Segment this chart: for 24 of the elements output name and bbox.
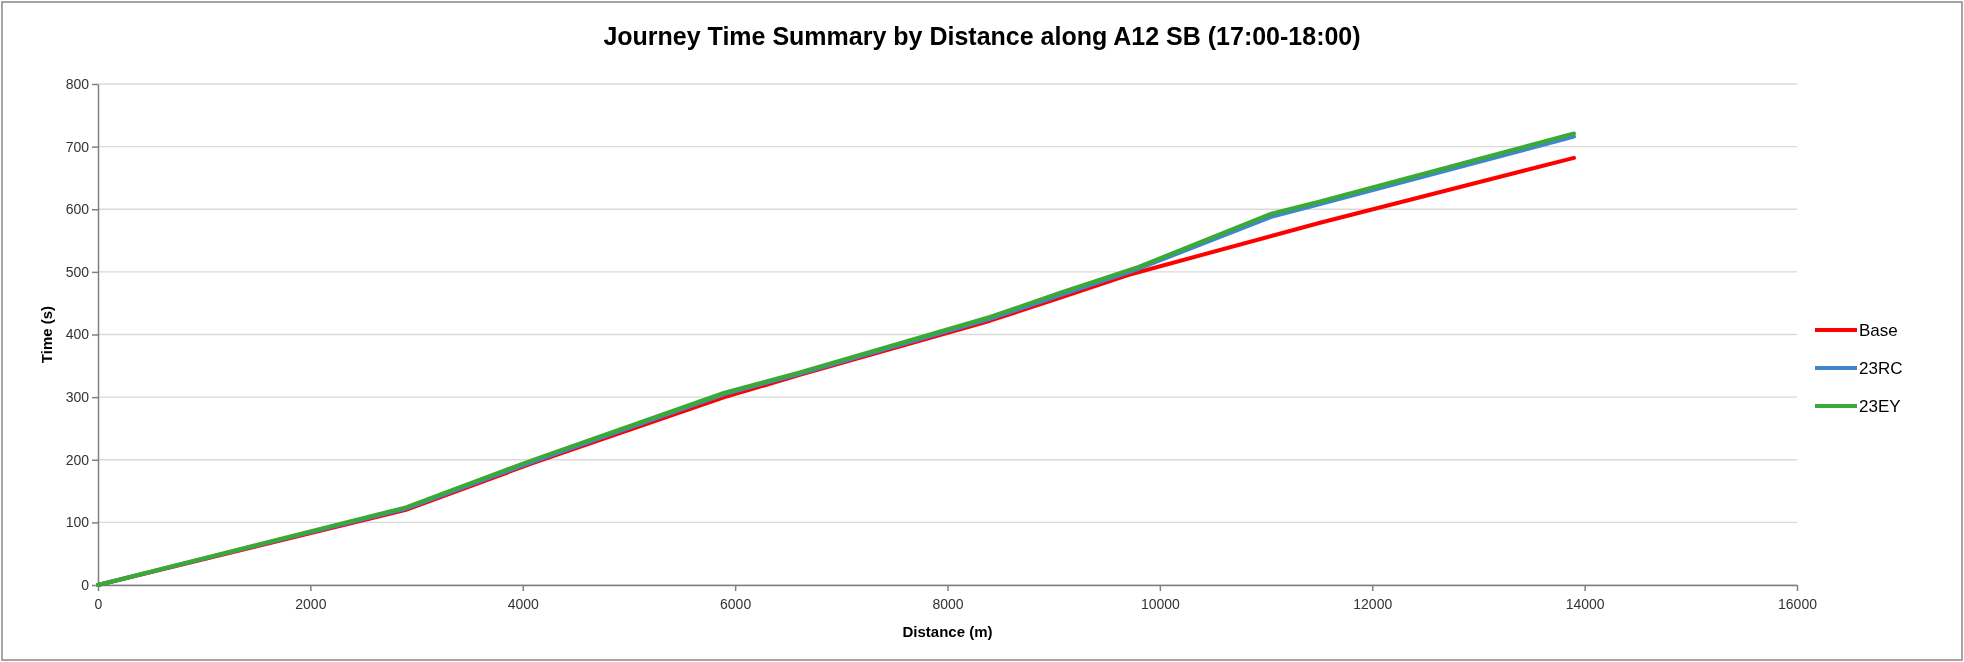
y-tick-label: 600: [65, 201, 90, 218]
x-tick-label: 6000: [720, 596, 752, 613]
chart-title: Journey Time Summary by Distance along A12 SB (17:00-18:00): [603, 22, 1361, 50]
legend-label: 23RC: [1859, 359, 1903, 378]
y-tick-label: 200: [65, 451, 90, 468]
x-tick-label: 12000: [1353, 596, 1393, 613]
x-axis-title: Distance (m): [902, 623, 993, 640]
x-tick-label: 0: [94, 596, 103, 613]
x-tick-label: 16000: [1778, 596, 1818, 613]
y-tick-label: 100: [65, 514, 90, 531]
y-tick-label: 800: [65, 75, 90, 92]
y-tick-label: 400: [65, 326, 90, 343]
x-tick-label: 14000: [1565, 596, 1605, 613]
y-axis-title: Time (s): [38, 305, 55, 364]
y-tick-label: 300: [65, 389, 90, 406]
x-tick-label: 10000: [1140, 596, 1181, 613]
legend-label: 23EY: [1859, 397, 1901, 416]
legend-label: Base: [1859, 321, 1898, 340]
y-tick-label: 700: [65, 138, 90, 155]
x-tick-label: 8000: [932, 596, 964, 613]
y-tick-label: 0: [81, 576, 90, 593]
y-tick-label: 500: [65, 263, 90, 280]
x-tick-label: 4000: [507, 596, 540, 613]
x-tick-label: 2000: [295, 596, 327, 613]
